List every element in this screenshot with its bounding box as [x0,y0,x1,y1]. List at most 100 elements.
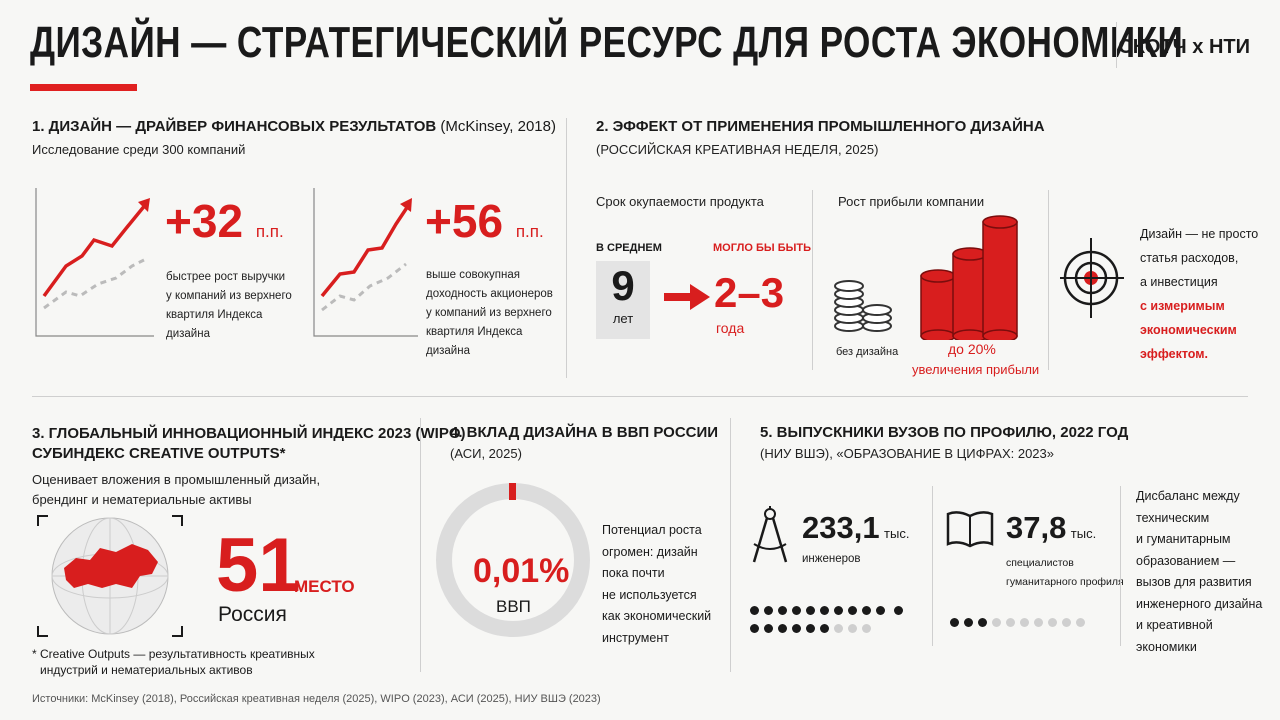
s1-subtitle: Исследование среди 300 компаний [32,142,246,157]
note-line: экономическим [1140,323,1237,337]
hum-unit: тыс. [1070,526,1097,541]
divider [420,418,421,672]
dot [1076,618,1085,627]
dot [750,624,759,633]
s3-footnote: * Creative Outputs — результативность кр… [32,646,315,678]
s1-stat1-number: +32 [165,195,244,247]
dot [894,606,904,615]
note-line: и креативной [1136,618,1213,632]
gdp-value: 0,01% [473,552,570,590]
arrow-right-icon [664,284,710,310]
dot [862,606,871,615]
dot [848,606,857,615]
sources-footer: Источники: McKinsey (2018), Российская к… [32,693,601,705]
book-icon [946,511,994,548]
avg-value: 9 [611,262,635,309]
divider [730,418,731,672]
desc-line: выше совокупная [426,269,520,281]
avg-unit: лет [612,311,634,326]
dot [1062,618,1071,627]
dot [764,606,773,615]
could-value: 2–3 [714,269,785,316]
note-line: Дизайн — не просто [1140,227,1259,241]
s1-stat2-desc: выше совокупная доходность акционеров у … [426,266,566,361]
s1-title-text: 1. ДИЗАЙН — ДРАЙВЕР ФИНАНСОВЫХ РЕЗУЛЬТАТ… [32,118,437,135]
note-line: Потенциал роста [602,523,702,537]
s3-title-line: СУБИНДЕКС CREATIVE OUTPUTS* [32,445,286,462]
title-underline [30,84,137,91]
note-line: статья расходов, [1140,251,1239,265]
footnote-line: * Creative Outputs — результативность кр… [32,647,315,661]
hum-value: 37,8 [1006,510,1067,545]
dot [848,624,857,633]
could-unit: года [716,320,745,336]
dot [792,606,801,615]
s5-title: 5. ВЫПУСКНИКИ ВУЗОВ ПО ПРОФИЛЮ, 2022 ГОД [760,424,1129,441]
note-line: Дисбаланс между [1136,489,1240,503]
coins-icon [834,215,1018,340]
s1-source: (McKinsey, 2018) [440,118,556,135]
rank-unit: МЕСТО [294,577,355,596]
desc-line: брендинг и нематериальные активы [32,492,252,507]
globe-russia-icon [37,515,183,637]
page-title: ДИЗАЙН — СТРАТЕГИЧЕСКИЙ РЕСУРС ДЛЯ РОСТА… [30,18,1184,67]
note-line: образованием — [1136,553,1236,568]
dot [834,624,843,633]
avg-box: 9 лет [596,261,650,339]
desc-line: Оценивает вложения в промышленный дизайн… [32,472,321,487]
eng-dots [750,602,910,638]
eng-value-row: 233,1 тыс. [802,510,909,546]
note-line: техническим [1136,510,1210,525]
dot [964,618,973,627]
divider [566,118,567,378]
desc-line: у компаний из верхнего [426,307,552,319]
s4-note: Потенциал роста огромен: дизайн пока поч… [602,520,711,649]
dot [992,618,1001,627]
rank-value: 51 [216,523,301,608]
note-line: и гуманитарным [1136,532,1231,546]
dot [1048,618,1057,627]
note-line: инженерного дизайна [1136,596,1263,611]
s1-title: 1. ДИЗАЙН — ДРАЙВЕР ФИНАНСОВЫХ РЕЗУЛЬТАТ… [32,118,556,135]
dot [778,624,787,633]
s1-stat1-unit: п.п. [255,222,284,241]
s1-stat2-unit: п.п. [515,222,544,241]
s2-title: 2. ЭФФЕКТ ОТ ПРИМЕНЕНИЯ ПРОМЫШЛЕННОГО ДИ… [596,118,1045,135]
dot [750,606,759,615]
desc-line: доходность акционеров [426,288,553,300]
s1-chart1-icon [35,188,154,337]
note-line: эффектом. [1140,347,1208,361]
note-line: а инвестиция [1140,275,1218,289]
divider [1120,486,1121,646]
could-label: МОГЛО БЫ БЫТЬ [713,242,812,254]
hum-label: специалистов гуманитарного профиля [1006,554,1124,592]
s1-chart2-icon [313,188,418,337]
profit-desc: увеличения прибыли [912,362,1040,377]
divider [812,190,813,370]
note-line: экономики [1136,639,1197,654]
avg-label: В СРЕДНЕМ [596,242,662,254]
header-divider [1116,22,1117,68]
dot [806,606,815,615]
s2-note: Дизайн — не просто статья расходов, а ин… [1140,222,1258,366]
desc-line: у компаний из верхнего [166,290,292,302]
desc-line: квартиля Индекса дизайна [166,309,263,340]
s3-desc: Оценивает вложения в промышленный дизайн… [32,470,320,510]
dot [862,624,871,633]
eng-value: 233,1 [802,510,880,545]
s1-stat1-value: +32 п.п. [165,198,284,244]
desc-line: быстрее рост выручки [166,271,286,283]
s5-subtitle: (НИУ ВШЭ), «ОБРАЗОВАНИЕ В ЦИФРАХ: 2023» [760,446,1054,461]
dot [820,624,829,633]
divider [1048,190,1049,370]
profit-label: Рост прибыли компании [838,194,985,209]
dot [820,606,829,615]
brand-label: СКОТЧ x НТИ [1118,36,1250,58]
note-line: с измеримым [1140,299,1225,313]
dot [1034,618,1043,627]
note-line: пока почти [602,566,665,580]
s3-title: 3. ГЛОБАЛЬНЫЙ ИННОВАЦИОННЫЙ ИНДЕКС 2023 … [32,424,466,464]
note-line: вызов для развития [1136,575,1252,589]
country-label: Россия [218,603,287,626]
payback-label: Срок окупаемости продукта [596,194,764,209]
